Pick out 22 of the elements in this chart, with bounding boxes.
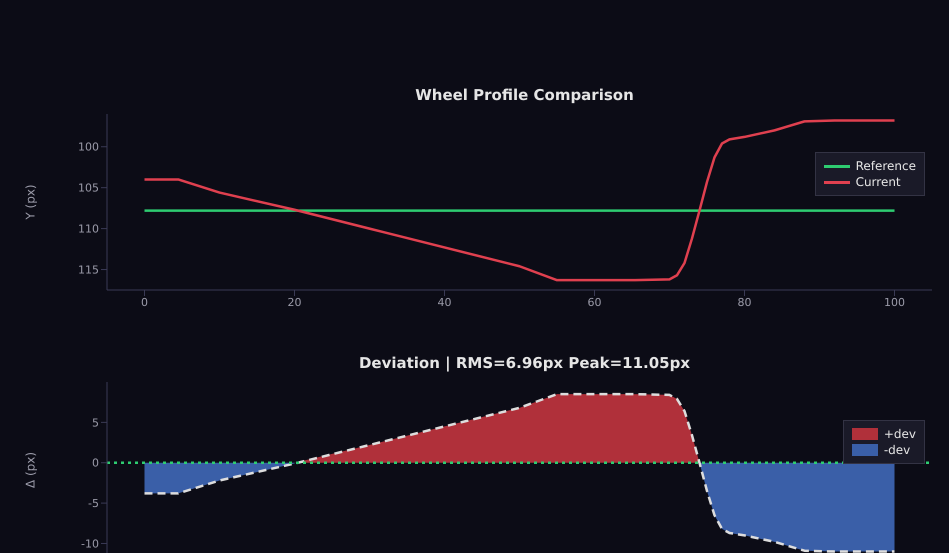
- legend-label: -dev: [884, 443, 910, 457]
- x-tick-label: 0: [141, 296, 148, 309]
- y-tick-label: 105: [78, 182, 99, 195]
- y-tick-label: 5: [92, 416, 99, 430]
- x-tick-label: 40: [438, 296, 452, 309]
- y-tick-label: 0: [92, 456, 99, 470]
- y-tick-label: 115: [78, 263, 99, 276]
- x-tick-label: 20: [288, 296, 302, 309]
- y-tick-label: 110: [78, 222, 99, 236]
- y-axis-title: Δ (px): [23, 452, 38, 488]
- x-tick-label: 80: [738, 296, 752, 309]
- y-tick-label: 100: [78, 140, 99, 154]
- x-tick-label: 100: [884, 296, 905, 309]
- y-axis-title: Y (px): [23, 184, 38, 221]
- legend-label: Current: [856, 175, 901, 189]
- y-tick-label: -5: [88, 497, 99, 510]
- legend-label: Reference: [856, 159, 916, 173]
- y-tick-label: -10: [81, 537, 99, 550]
- legend-label: +dev: [884, 427, 916, 441]
- x-tick-label: 60: [588, 296, 602, 309]
- chart-title: Deviation | RMS=6.96px Peak=11.05px: [358, 354, 692, 374]
- chart-title: Wheel Profile Comparison: [414, 86, 635, 106]
